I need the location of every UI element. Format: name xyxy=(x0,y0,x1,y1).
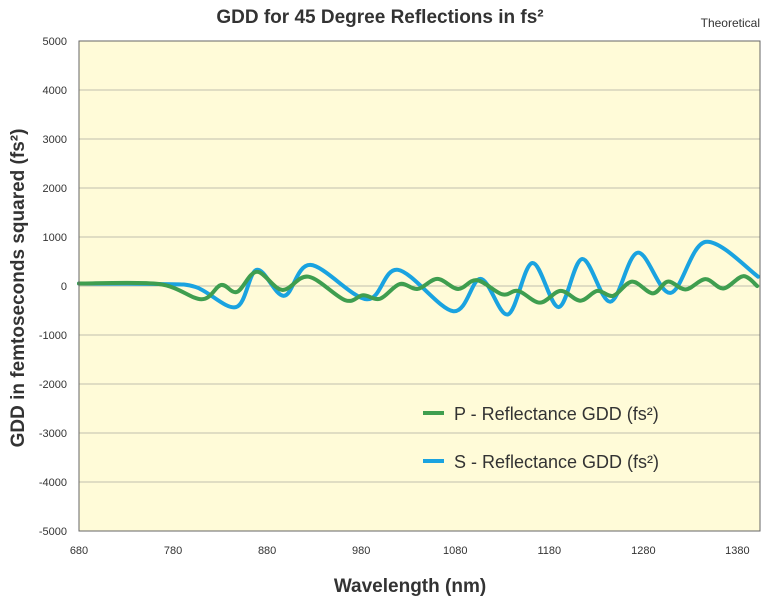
x-axis-label: Wavelength (nm) xyxy=(334,576,486,597)
x-tick-labels: 680 780 880 980 1080 1180 1280 1380 xyxy=(70,545,750,557)
x-tick-label: 1380 xyxy=(725,545,749,557)
y-tick-label: 5000 xyxy=(43,36,67,48)
series-p-reflectance-line xyxy=(77,269,760,305)
x-tick-label: 980 xyxy=(352,545,370,557)
x-tick-label: 1080 xyxy=(443,545,467,557)
y-tick-label: 3000 xyxy=(43,134,67,146)
x-tick-label: 880 xyxy=(258,545,276,557)
y-tick-label: -5000 xyxy=(39,526,67,538)
y-tick-label: -3000 xyxy=(39,428,67,440)
series-s-reflectance-line xyxy=(77,239,761,317)
x-tick-label: 780 xyxy=(164,545,182,557)
y-tick-labels: 5000 4000 3000 2000 1000 0 -1000 -2000 -3000 -400… xyxy=(39,36,67,538)
legend-label-s: S - Reflectance GDD (fs²) xyxy=(454,452,659,472)
y-tick-label: -2000 xyxy=(39,379,67,391)
y-axis-label: GDD in femtoseconds squared (fs²) xyxy=(8,129,29,448)
legend-label-p: P - Reflectance GDD (fs²) xyxy=(454,404,659,424)
y-tick-label: 0 xyxy=(61,281,67,293)
x-tick-label: 1180 xyxy=(537,545,561,557)
chart-title: GDD for 45 Degree Reflections in fs² xyxy=(216,7,543,28)
legend: P - Reflectance GDD (fs²) S - Reflectance… xyxy=(423,404,659,472)
y-tick-label: -1000 xyxy=(39,330,67,342)
y-tick-label: 2000 xyxy=(43,183,67,195)
plot-border xyxy=(78,40,761,532)
y-tick-label: -4000 xyxy=(39,477,67,489)
gridlines xyxy=(79,89,760,483)
chart-subtitle: Theoretical xyxy=(701,16,760,30)
x-tick-label: 1280 xyxy=(631,545,655,557)
series-lines xyxy=(77,239,761,317)
y-tick-label: 1000 xyxy=(43,232,67,244)
x-tick-label: 680 xyxy=(70,545,88,557)
y-tick-label: 4000 xyxy=(43,85,67,97)
